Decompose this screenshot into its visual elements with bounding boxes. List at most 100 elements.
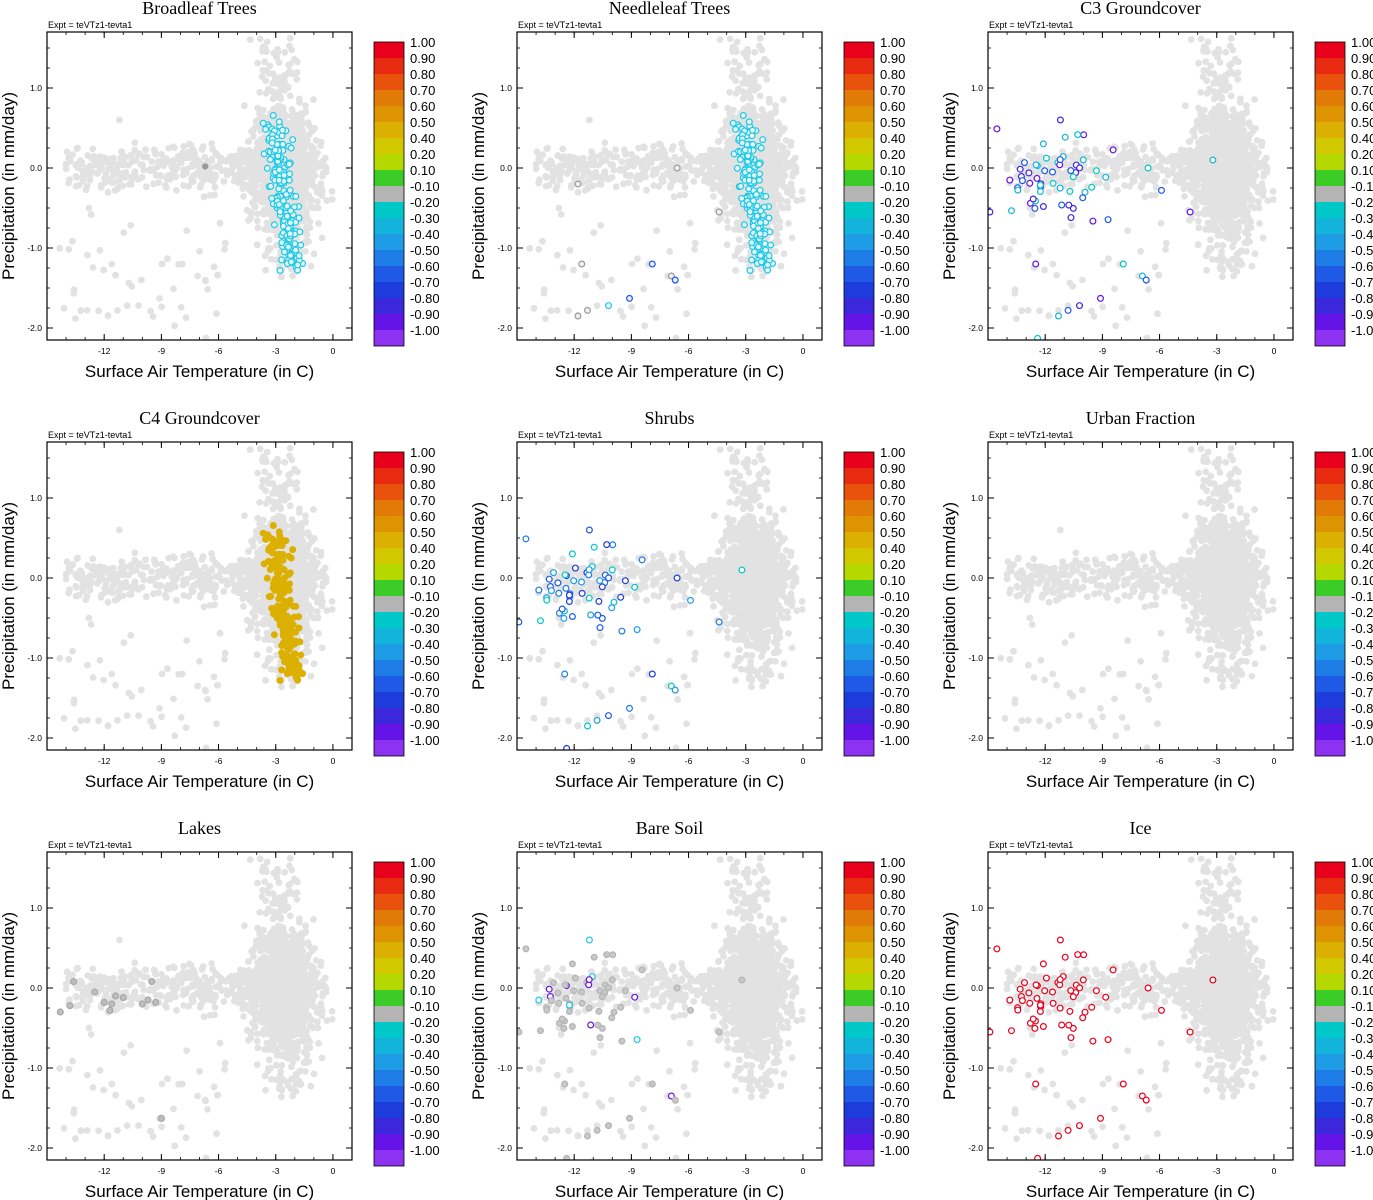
data-point [1181,193,1188,200]
data-point [798,196,806,203]
data-point [756,252,764,260]
data-point [777,262,785,270]
data-point [710,167,718,175]
x-tick-label: -9 [628,346,636,356]
data-point [738,139,746,147]
data-point [281,48,289,56]
data-point [543,173,550,181]
data-point [1057,169,1065,177]
data-point [100,266,107,274]
data-point [275,59,283,66]
data-point [1205,197,1212,204]
data-point [726,197,734,205]
data-point [1186,216,1193,224]
data-point [179,149,187,157]
data-point [182,314,190,321]
colorbar-swatch [374,266,404,282]
data-point [1214,241,1221,249]
data-point [554,152,562,159]
data-point [196,248,204,255]
data-point [305,131,313,139]
data-point [210,263,218,271]
data-point [1152,183,1160,191]
data-point [723,217,731,225]
data-point [138,276,145,284]
colorbar-swatch [844,330,874,346]
data-point [1243,161,1251,169]
data-point [1121,142,1129,150]
data-point [289,136,297,144]
data-point [733,38,741,46]
data-point [1207,150,1214,158]
data-point [245,137,253,145]
data-point [264,226,272,234]
data-point [728,73,736,80]
x-axis-label: Surface Air Temperature (in C) [85,362,314,381]
data-point [275,201,283,209]
data-point [1245,119,1253,126]
data-point [200,193,208,201]
data-point [632,157,639,164]
data-point [280,171,288,179]
data-point [762,192,770,200]
data-point [269,88,277,96]
data-point [194,272,202,280]
data-point [617,307,624,315]
data-point [262,125,270,133]
data-point [636,175,644,183]
data-point [643,186,650,194]
data-point [1215,48,1223,56]
data-point [590,155,597,163]
data-point [1211,186,1218,193]
data-point [612,183,620,191]
data-point [1232,156,1240,163]
colorbar-label: -0.20 [880,195,910,210]
data-point [259,119,267,127]
data-point [663,155,670,163]
data-point [746,87,754,94]
data-point [232,172,239,180]
data-point [286,34,294,42]
data-point [691,239,699,247]
data-point [158,303,166,311]
data-point [1255,204,1263,212]
data-point [686,219,694,227]
data-point [1264,197,1272,205]
data-point [778,196,785,204]
data-point [1229,243,1236,251]
data-point [292,192,300,200]
data-point [777,178,785,186]
data-point [608,276,615,284]
colorbar-label: 0.50 [410,115,435,130]
data-point [65,179,72,187]
data-point [250,133,257,140]
data-point [131,146,139,154]
data-point [729,66,737,74]
data-point [532,160,540,168]
data-point [589,161,596,169]
expt-label: Expt = teVTz1-tevta1 [989,20,1073,30]
data-point [616,165,624,173]
data-point [171,322,179,330]
data-point [1120,149,1128,157]
data-point [671,276,679,284]
data-point [787,184,795,191]
data-point [304,119,312,126]
data-point [744,48,752,56]
data-point [730,106,737,114]
data-point [1139,146,1147,153]
data-point [158,150,165,158]
data-point [303,237,310,244]
data-point [243,182,251,190]
data-point [287,144,295,152]
data-point [183,227,191,235]
data-point [220,178,228,185]
data-point [720,133,727,140]
data-point [317,184,325,191]
data-point [530,304,538,312]
colorbar-swatch [844,314,874,330]
y-tick-label: 1.0 [30,83,42,93]
data-point [544,144,551,152]
data-point [1226,61,1233,69]
data-point [261,114,268,121]
